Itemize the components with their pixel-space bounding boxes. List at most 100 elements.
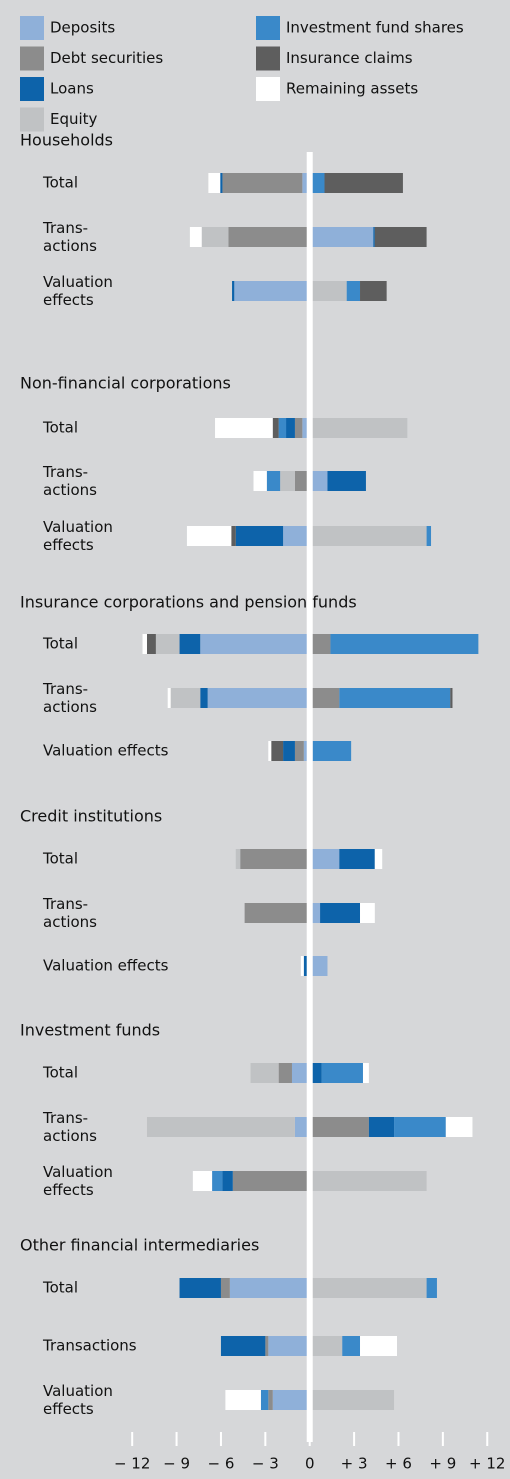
- bar-segment: [231, 526, 236, 546]
- bar-segment: [229, 1278, 310, 1298]
- bar-segment: [280, 471, 295, 491]
- legend-label: Debt securities: [50, 49, 163, 67]
- bar-segment: [283, 526, 310, 546]
- bar-segment: [445, 1117, 473, 1137]
- bar-segment: [179, 634, 201, 654]
- bar-segment: [309, 173, 325, 193]
- bar-segment: [394, 1117, 446, 1137]
- bar-segment: [220, 1278, 230, 1298]
- bar-segment: [327, 471, 366, 491]
- row-label: Valuation effects: [43, 1163, 113, 1199]
- row-label: Transactions: [42, 1337, 137, 1355]
- bar-segment: [250, 1063, 279, 1083]
- bar-segment: [260, 1390, 269, 1410]
- bar-segment: [302, 173, 310, 193]
- bar-segment: [200, 634, 310, 654]
- row-label: Trans-actions: [42, 219, 97, 255]
- bar-segment: [362, 1063, 369, 1083]
- bar-segment: [312, 741, 352, 761]
- bar-segment: [268, 1336, 310, 1356]
- panel-title: Other financial intermediaries: [20, 1236, 259, 1255]
- bar-segment: [240, 849, 310, 869]
- zero-line: [306, 152, 313, 1442]
- x-tick-label: − 6: [208, 1455, 235, 1473]
- bar-segment: [309, 1278, 427, 1298]
- x-tick-label: + 6: [385, 1455, 412, 1473]
- x-tick-label: + 3: [341, 1455, 368, 1473]
- bar-segment: [265, 1336, 269, 1356]
- bar-segment: [278, 418, 287, 438]
- row-label: Total: [42, 174, 78, 192]
- bar-segment: [220, 173, 223, 193]
- row-label: Trans-actions: [42, 463, 97, 499]
- legend-label: Investment fund shares: [286, 19, 464, 37]
- bar-segment: [272, 1390, 310, 1410]
- bar-segment: [294, 741, 304, 761]
- x-tick-label: + 9: [429, 1455, 456, 1473]
- row-label: Trans-actions: [42, 1109, 97, 1145]
- bar-segment: [228, 227, 310, 247]
- bar-segment: [309, 1336, 343, 1356]
- legend-label: Equity: [50, 110, 98, 128]
- bar-segment: [309, 281, 347, 301]
- bar-segment: [271, 741, 284, 761]
- bar-segment: [179, 1278, 221, 1298]
- bar-segment: [309, 956, 328, 976]
- legend-swatch: [256, 16, 280, 40]
- bar-segment: [309, 471, 328, 491]
- panel-title: Insurance corporations and pension funds: [20, 593, 357, 612]
- bar-segment: [309, 849, 340, 869]
- bar-segment: [234, 281, 310, 301]
- bar-segment: [291, 1063, 310, 1083]
- bar-segment: [294, 1117, 310, 1137]
- bar-segment: [309, 418, 408, 438]
- bar-segment: [294, 471, 310, 491]
- row-label: Valuation effects: [43, 273, 113, 309]
- bar-segment: [235, 526, 284, 546]
- legend-swatch: [20, 16, 44, 40]
- bar-segment: [186, 526, 232, 546]
- row-label: Total: [42, 1279, 78, 1297]
- x-tick-label: − 3: [252, 1455, 279, 1473]
- row-label: Valuation effects: [43, 518, 113, 554]
- bar-segment: [225, 1390, 261, 1410]
- bar-segment: [235, 849, 241, 869]
- row-label: Total: [42, 850, 78, 868]
- bar-segment: [330, 634, 479, 654]
- panel-title: Investment funds: [20, 1021, 160, 1040]
- bar-segment: [189, 227, 202, 247]
- bar-segment: [207, 688, 310, 708]
- bar-segment: [192, 1171, 213, 1191]
- bar-segment: [268, 1390, 273, 1410]
- bar-segment: [309, 1171, 427, 1191]
- bar-segment: [244, 903, 310, 923]
- row-label: Trans-actions: [42, 895, 97, 931]
- bar-segment: [208, 173, 221, 193]
- row-label: Trans-actions: [42, 680, 97, 716]
- bar-segment: [360, 903, 375, 923]
- panel-title: Households: [20, 131, 113, 150]
- bar-segment: [360, 281, 387, 301]
- row-label: Total: [42, 419, 78, 437]
- bar-segment: [321, 1063, 363, 1083]
- bar-segment: [309, 1117, 369, 1137]
- row-label: Total: [42, 635, 78, 653]
- bar-segment: [222, 1171, 233, 1191]
- bar-segment: [167, 688, 171, 708]
- bar-segment: [266, 471, 281, 491]
- bar-segment: [346, 281, 361, 301]
- bar-segment: [300, 956, 304, 976]
- bar-segment: [170, 688, 201, 708]
- legend-swatch: [256, 46, 280, 71]
- panel-title: Credit institutions: [20, 807, 162, 826]
- bar-segment: [253, 471, 267, 491]
- legend-swatch: [20, 46, 44, 71]
- row-label: Valuation effects: [43, 742, 169, 760]
- row-label: Valuation effects: [43, 957, 169, 975]
- x-tick-label: − 12: [114, 1455, 150, 1473]
- x-tick-label: 0: [305, 1455, 315, 1473]
- bar-segment: [373, 227, 375, 247]
- bar-segment: [309, 903, 321, 923]
- bar-segment: [142, 634, 147, 654]
- bar-segment: [339, 688, 451, 708]
